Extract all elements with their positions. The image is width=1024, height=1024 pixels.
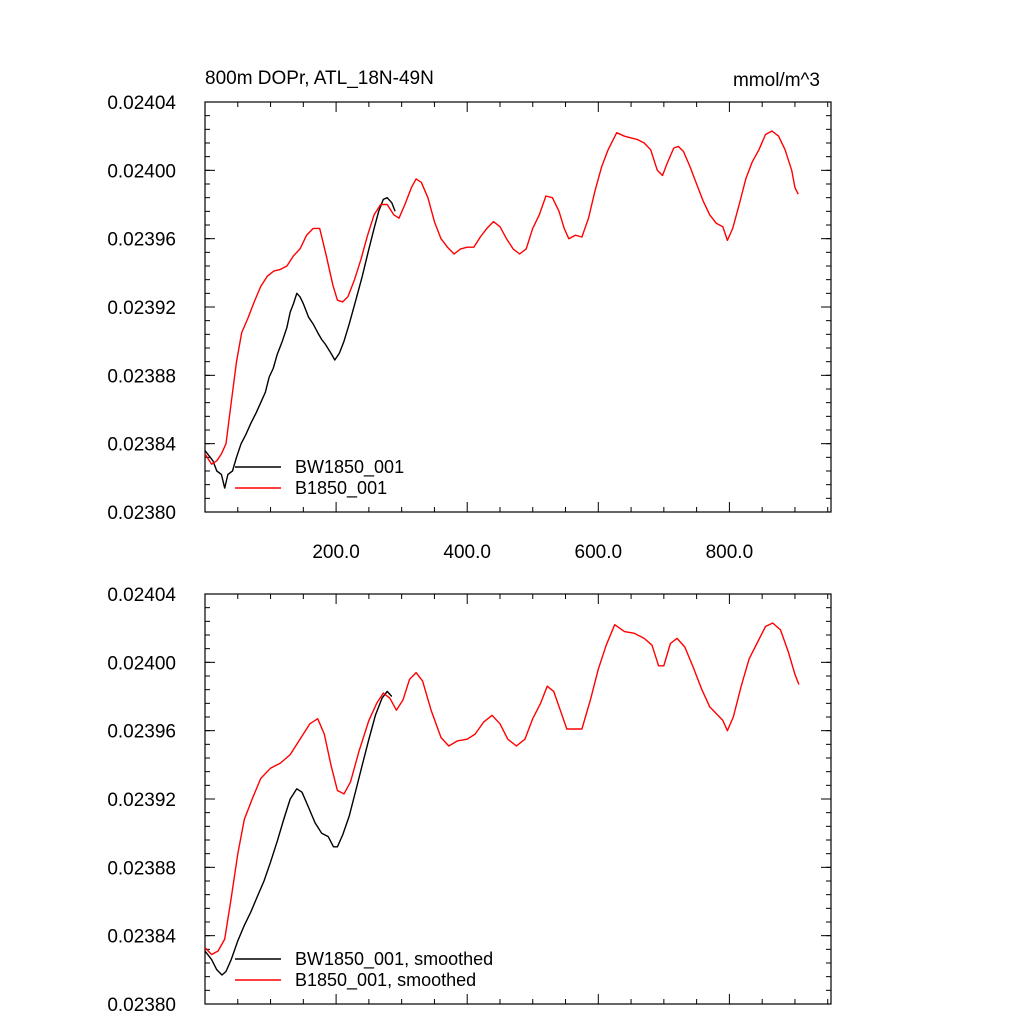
- series-lines: [204, 130, 799, 489]
- y-tick-label: 0.02400: [107, 653, 176, 674]
- x-tick-labels: 200.0 400.0 600.0 800.0: [312, 542, 753, 563]
- y-tick-labels: 0.02404 0.02400 0.02396 0.02392 0.02388 0.023…: [107, 585, 176, 1016]
- series-line: [204, 690, 393, 976]
- bottom-panel: 0.02404 0.02400 0.02396 0.02392 0.02388 0.023…: [107, 585, 832, 1016]
- y-tick-label: 0.02404: [107, 585, 176, 606]
- y-tick-label: 0.02396: [107, 722, 176, 743]
- legend-label: B1850_001, smoothed: [295, 970, 476, 991]
- y-tick-label: 0.02384: [107, 927, 176, 948]
- series-lines: [204, 622, 800, 976]
- units-label: mmol/m^3: [733, 70, 820, 91]
- x-tick-label: 600.0: [575, 542, 623, 563]
- y-tick-label: 0.02392: [107, 298, 176, 319]
- series-line: [204, 130, 799, 465]
- x-tick-label: 400.0: [443, 542, 491, 563]
- plot-frame: [204, 101, 832, 513]
- plot-frame: [204, 593, 832, 1005]
- y-tick-label: 0.02380: [107, 503, 176, 524]
- top-panel: 800m DOPr, ATL_18N-49N mmol/m^3 0.024040…: [107, 68, 832, 563]
- x-tick-label: 200.0: [312, 542, 360, 563]
- series-line: [204, 622, 800, 956]
- series-line: [204, 197, 396, 489]
- axis-ticks: [205, 101, 831, 513]
- x-tick-label: 800.0: [706, 542, 754, 563]
- y-tick-label: 0.02384: [107, 435, 176, 456]
- y-tick-label: 0.02392: [107, 790, 176, 811]
- y-tick-label: 0.02388: [107, 858, 176, 879]
- axis-ticks: [205, 593, 831, 1005]
- legend-label: BW1850_001, smoothed: [295, 949, 493, 970]
- chart-title: 800m DOPr, ATL_18N-49N: [205, 68, 434, 89]
- y-tick-labels: 0.02404 0.02400 0.02396 0.02392 0.02388 0.023…: [107, 93, 176, 524]
- y-tick-label: 0.02404: [107, 93, 176, 114]
- y-tick-label: 0.02396: [107, 230, 176, 251]
- legend-label: B1850_001: [295, 478, 387, 499]
- legend-label: BW1850_001: [295, 457, 404, 478]
- y-tick-label: 0.02380: [107, 995, 176, 1016]
- y-tick-label: 0.02400: [107, 161, 176, 182]
- y-tick-label: 0.02388: [107, 366, 176, 387]
